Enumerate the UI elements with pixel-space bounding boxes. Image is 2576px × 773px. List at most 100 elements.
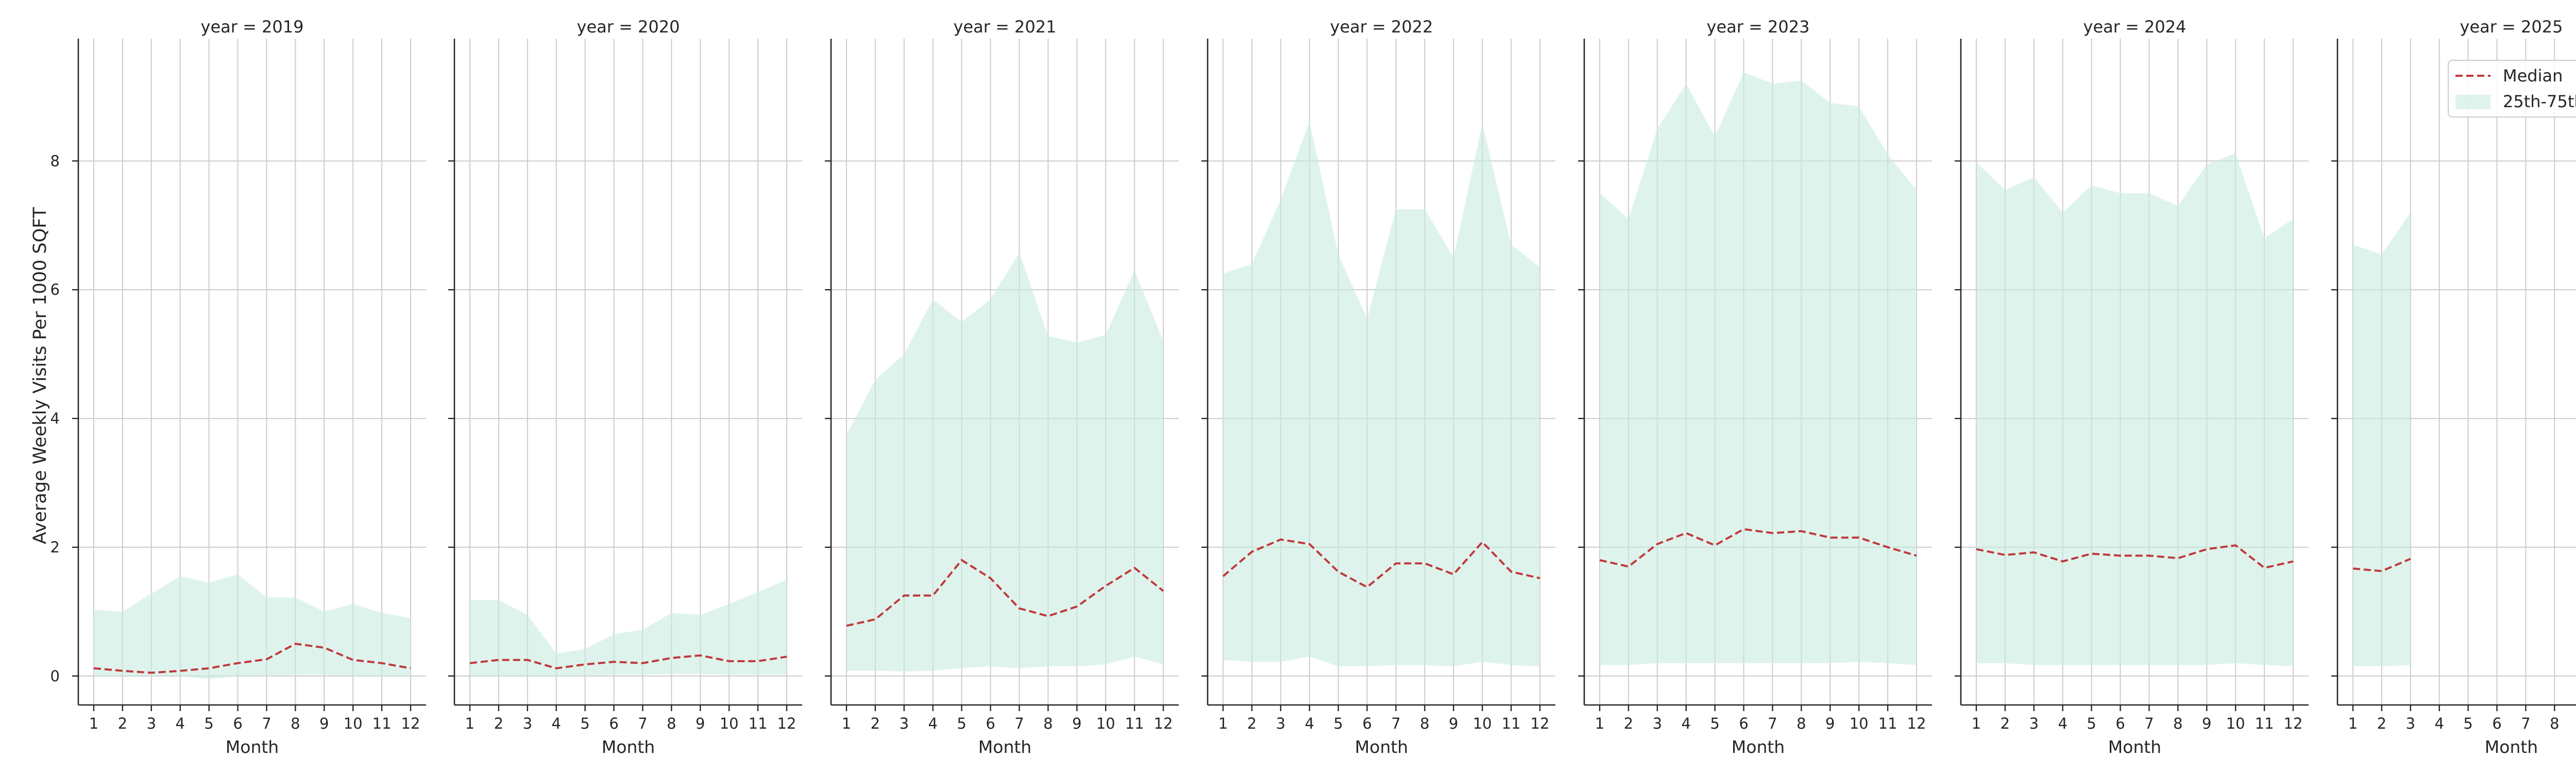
x-tick-label: 7 (1391, 715, 1400, 732)
x-tick-label: 3 (147, 715, 156, 732)
x-tick-label: 4 (928, 715, 938, 732)
x-axis-label: Month (1355, 737, 1408, 757)
x-tick-label: 12 (1154, 715, 1173, 732)
x-tick-label: 5 (204, 715, 213, 732)
facet-title: year = 2021 (954, 17, 1057, 37)
x-tick-label: 5 (1333, 715, 1343, 732)
x-tick-label: 10 (344, 715, 363, 732)
x-tick-label: 6 (609, 715, 618, 732)
facet-title: year = 2025 (2460, 17, 2563, 37)
x-tick-label: 4 (1682, 715, 1691, 732)
y-tick-label: 6 (50, 281, 60, 298)
x-tick-label: 11 (1502, 715, 1521, 732)
x-tick-label: 6 (2492, 715, 2501, 732)
x-tick-label: 2 (2001, 715, 2010, 732)
x-tick-label: 8 (1043, 715, 1053, 732)
x-tick-label: 3 (900, 715, 909, 732)
x-tick-label: 7 (638, 715, 647, 732)
x-tick-label: 9 (1825, 715, 1835, 732)
x-tick-label: 1 (1218, 715, 1228, 732)
x-tick-label: 3 (1276, 715, 1285, 732)
x-tick-label: 6 (986, 715, 995, 732)
x-tick-label: 7 (1014, 715, 1024, 732)
x-tick-label: 6 (2115, 715, 2125, 732)
x-axis-label: Month (2108, 737, 2161, 757)
x-tick-label: 4 (2435, 715, 2444, 732)
x-tick-label: 3 (1653, 715, 1662, 732)
median-line (1222, 538, 1540, 589)
x-tick-label: 10 (2226, 715, 2245, 732)
x-axis-label: Month (1732, 737, 1785, 757)
y-tick-label: 0 (50, 667, 60, 685)
x-tick-label: 1 (842, 715, 851, 732)
x-tick-label: 9 (2202, 715, 2211, 732)
x-tick-label: 8 (1797, 715, 1806, 732)
x-tick-label: 4 (2058, 715, 2067, 732)
facet-title: year = 2024 (2083, 17, 2187, 37)
x-tick-label: 8 (2550, 715, 2559, 732)
legend-band-label: 25th-75th Percentile (2503, 92, 2576, 111)
median-line (2352, 558, 2411, 573)
median-line (93, 643, 411, 674)
x-tick-label: 10 (720, 715, 739, 732)
x-tick-label: 12 (1907, 715, 1926, 732)
x-tick-label: 11 (1125, 715, 1144, 732)
x-tick-label: 12 (777, 715, 796, 732)
x-tick-label: 9 (1072, 715, 1081, 732)
percentile-band (1223, 121, 1540, 666)
percentile-band (1976, 153, 2293, 666)
median-line (1599, 528, 1917, 568)
x-tick-label: 5 (2463, 715, 2472, 732)
facet-title: year = 2022 (1330, 17, 1433, 37)
percentile-band (94, 574, 411, 679)
x-tick-label: 8 (2173, 715, 2182, 732)
x-tick-label: 8 (1420, 715, 1429, 732)
x-tick-label: 5 (957, 715, 966, 732)
x-axis-label: Month (226, 737, 279, 757)
x-tick-label: 2 (1624, 715, 1633, 732)
x-tick-label: 3 (2029, 715, 2039, 732)
x-tick-label: 12 (1531, 715, 1550, 732)
x-tick-label: 2 (1247, 715, 1257, 732)
x-tick-label: 6 (1362, 715, 1371, 732)
percentile-band (2353, 212, 2411, 666)
facet-title: year = 2023 (1707, 17, 1810, 37)
x-tick-label: 1 (465, 715, 474, 732)
x-tick-label: 11 (2255, 715, 2274, 732)
y-tick-label: 4 (50, 410, 60, 427)
x-tick-label: 7 (2521, 715, 2530, 732)
percentile-band (470, 579, 787, 676)
x-tick-label: 3 (2406, 715, 2415, 732)
x-tick-label: 4 (1305, 715, 1314, 732)
percentile-band (846, 252, 1163, 671)
x-tick-label: 1 (1595, 715, 1604, 732)
x-tick-label: 8 (291, 715, 300, 732)
x-tick-label: 9 (696, 715, 705, 732)
y-axis-label: Average Weekly Visits Per 1000 SQFT (30, 207, 50, 544)
x-tick-label: 2 (871, 715, 880, 732)
x-tick-label: 9 (1449, 715, 1458, 732)
x-tick-label: 11 (1878, 715, 1897, 732)
legend-median-label: Median (2503, 66, 2563, 86)
x-tick-label: 2 (494, 715, 503, 732)
x-tick-label: 11 (372, 715, 392, 732)
x-tick-label: 1 (89, 715, 98, 732)
x-tick-label: 10 (1096, 715, 1115, 732)
facet-title: year = 2019 (201, 17, 304, 37)
x-tick-label: 7 (2144, 715, 2154, 732)
x-tick-label: 2 (2377, 715, 2386, 732)
facet-title: year = 2020 (577, 17, 680, 37)
x-tick-label: 2 (118, 715, 127, 732)
x-axis-label: Month (978, 737, 1031, 757)
x-tick-label: 4 (176, 715, 185, 732)
x-tick-label: 5 (1710, 715, 1719, 732)
x-tick-label: 3 (523, 715, 532, 732)
x-tick-label: 1 (1972, 715, 1981, 732)
x-tick-label: 5 (580, 715, 589, 732)
x-tick-label: 8 (667, 715, 676, 732)
